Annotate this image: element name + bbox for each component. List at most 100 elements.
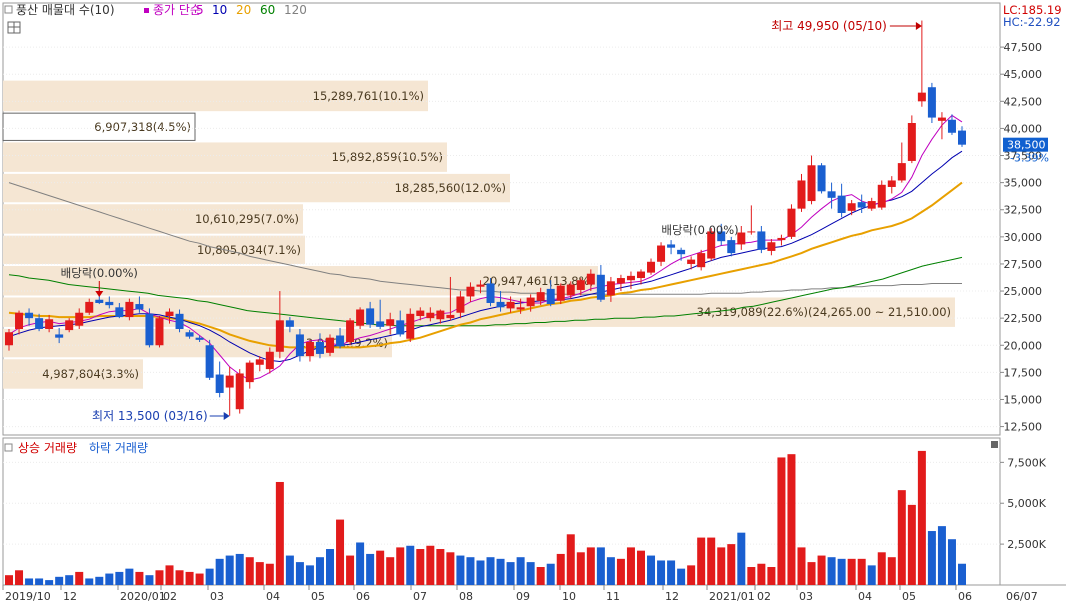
volume-bar [215,558,224,585]
x-tick-label: 04 [266,590,280,603]
volume-bar [15,570,24,585]
candle-body [576,280,585,290]
y-tick-label: 17,500 [1004,366,1043,379]
candle-body [757,231,766,250]
candle-body [225,375,234,388]
volume-legend-icon [4,443,13,452]
candle-body [777,237,786,241]
candle-body [346,320,355,343]
volume-bar [657,560,666,585]
volume-bar [586,547,595,585]
candle-body [947,119,956,133]
candle-body [657,245,666,262]
candle-body [877,184,886,208]
x-tick-label: 12 [63,590,77,603]
candle-body [265,351,274,370]
volume-bar [336,519,345,585]
volume-bar [476,560,485,585]
min-arrow-head [223,412,230,420]
volume-bar [807,562,816,585]
x-tick-label: 10 [562,590,576,603]
y-tick-label: 20,000 [1004,339,1043,352]
volume-bar [727,544,736,585]
candle-body [145,313,154,346]
candle-body [807,165,816,202]
candle-body [406,313,415,339]
volume-bar [486,557,495,585]
candle-body [566,284,575,296]
volume-bar [867,565,876,585]
candle-body [767,242,776,251]
volume-profile-label: 15,892,859(10.5%) [332,150,443,164]
volume-profile-bar [3,204,303,234]
candle-body [546,288,555,305]
candle-body [245,362,254,383]
volume-profile-label: 20,947,461(13.8%) [483,274,594,288]
volume-bar [396,547,405,585]
candle-body [496,301,505,308]
volume-bar [145,575,154,585]
volume-bar [958,563,966,585]
x-tick-label: 04 [858,590,872,603]
dividend-arrowhead-1 [95,291,104,297]
candle-body [125,301,134,318]
volume-profile-label: 4,987,804(3.3%) [42,367,139,381]
volume-bar [125,568,134,585]
volume-profile-label: 15,289,761(10.1%) [313,89,424,103]
legend-ma-period: 10 [212,3,227,17]
volume-profile-bar [3,80,428,112]
candle-body [466,286,475,297]
candle-body [426,312,435,319]
y-tick-label: 12,500 [1004,421,1043,434]
volume-bar [536,567,545,585]
volume-bar [506,562,515,585]
volume-bar [626,547,635,585]
legend-ma-period: 120 [284,3,307,17]
current-price-label: 38,500 [1007,139,1046,152]
volume-bar [326,549,335,585]
candle-body [75,312,84,326]
legend-ma-period: 60 [260,3,275,17]
volume-bar [195,573,204,585]
volume-bar [466,557,475,585]
legend-ma-period: 5 [196,3,204,17]
candle-body [25,312,34,319]
candle-body [315,342,324,354]
candle-body [486,283,495,303]
volume-profile-label: 18,285,560(12.0%) [395,181,506,195]
ma5-line [8,114,963,381]
volume-bar [606,557,615,585]
volume-bar [5,575,13,585]
volume-bar [687,565,696,585]
volume-bar [797,547,806,585]
candle-body [697,253,706,268]
y-tick-label: 15,000 [1004,393,1043,406]
y-tick-label: 27,500 [1004,258,1043,271]
volume-bar [346,555,355,585]
candle-body [526,297,535,307]
candle-body [376,321,385,327]
ma60-line [8,256,963,327]
candle-body [737,232,746,245]
volume-bar [857,558,866,585]
volume-bar [25,578,34,585]
candle-body [255,359,264,365]
volume-bar [777,457,786,585]
candle-body [366,308,375,325]
lc-value: LC:185.19 [1003,3,1062,17]
volume-bar [556,553,565,585]
volume-profile-label: 34,319,089(22.6%)(24,265.00 ~ 21,510.00) [697,305,951,319]
y-tick-label: 32,500 [1004,204,1043,217]
volume-bar [205,568,214,585]
volume-bar [45,580,54,585]
volume-legend-down: 하락 거래량 [89,441,148,455]
volume-bar [456,555,465,585]
volume-bar [356,542,365,585]
candle-body [165,311,174,316]
candle-body [285,320,294,327]
current-price-change: -3.39% [1010,152,1049,165]
candle-body [356,309,365,326]
volume-y-tick-label: 2,500K [1007,538,1046,551]
candle-body [336,335,345,347]
candle-body [606,281,615,296]
